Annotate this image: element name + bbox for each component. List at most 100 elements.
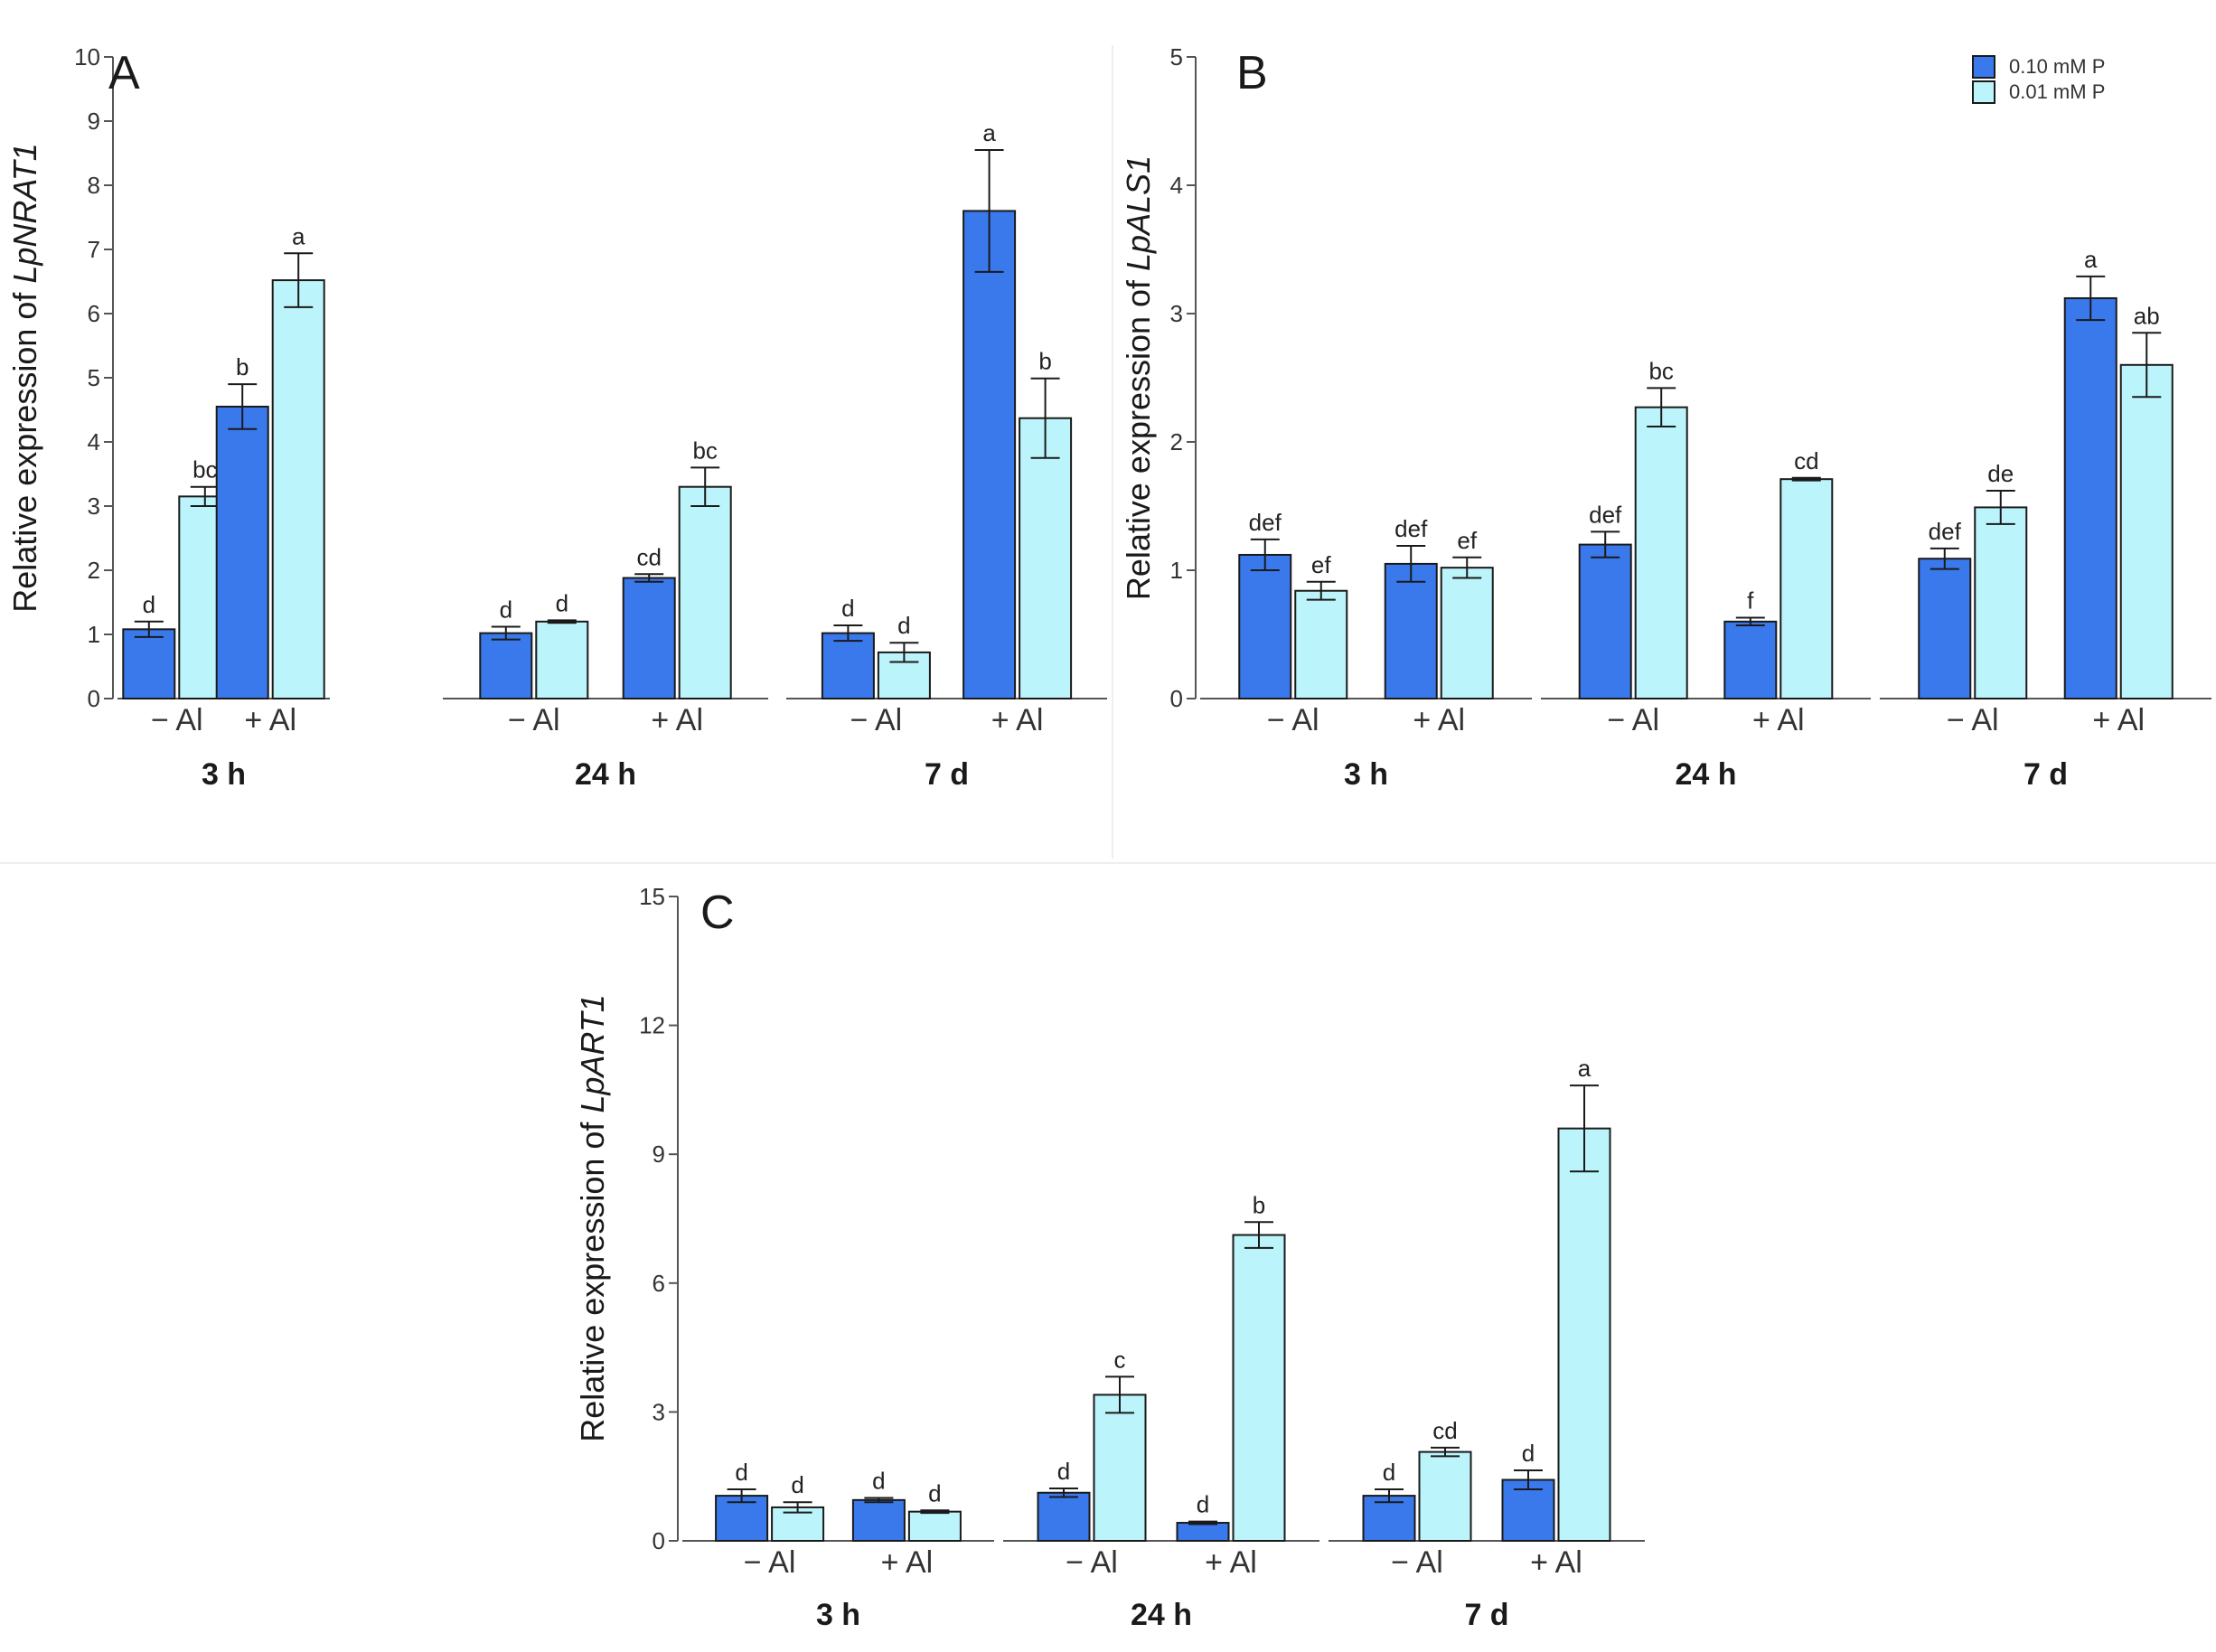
significance-label: d (1057, 1458, 1070, 1485)
bar (1557, 1127, 1611, 1543)
treatment-label: + Al (1205, 1545, 1257, 1580)
significance-label: a (292, 222, 305, 249)
bar (479, 632, 533, 700)
bar (1093, 1394, 1147, 1543)
significance-label: bc (192, 456, 217, 483)
panel-letter: C (700, 887, 735, 939)
legend: 0.10 mM P0.01 mM P (1972, 55, 2105, 104)
y-tick-label: 0 (1170, 685, 1183, 712)
y-tick-label: 0 (88, 685, 100, 712)
time-point-label: 24 h (575, 757, 636, 792)
significance-label: a (2084, 246, 2098, 273)
panel-b-chart: 0 1 2 3 4 5 B Relative expression of LpALS1 − Al… (1120, 43, 2211, 792)
significance-label: d (928, 1479, 941, 1507)
y-axis-label: Relative expression of LpART1 (574, 994, 611, 1442)
y-axis-label: Relative expression of LpNRAT1 (6, 143, 43, 613)
significance-label: d (872, 1467, 885, 1494)
time-point-label: 7 d (925, 757, 969, 792)
bar (962, 210, 1017, 699)
bar (622, 577, 676, 700)
y-tick-label: 6 (88, 300, 100, 327)
significance-label: d (556, 589, 568, 616)
treatment-label: + Al (881, 1545, 934, 1580)
y-axis-label-prefix: Relative expression of (1120, 271, 1157, 600)
significance-label: de (1987, 460, 2014, 487)
significance-label: d (791, 1471, 803, 1498)
significance-label: d (1383, 1459, 1395, 1486)
significance-label: a (982, 119, 996, 146)
y-tick-label: 6 (653, 1270, 665, 1297)
time-point-label: 3 h (202, 757, 246, 792)
time-point-label: 24 h (1675, 757, 1736, 792)
bar (1384, 562, 1438, 700)
y-tick-label: 1 (1170, 557, 1183, 584)
treatment-label: − Al (744, 1545, 796, 1580)
legend-swatch (1972, 80, 1995, 104)
y-tick-label: 7 (88, 236, 100, 263)
bar (1418, 1450, 1472, 1542)
y-axis-label-gene: LpALS1 (1120, 155, 1157, 271)
y-tick-label: 10 (74, 43, 100, 70)
treatment-label: − Al (1267, 703, 1319, 737)
significance-label: c (1114, 1346, 1126, 1373)
significance-label: cd (1432, 1417, 1457, 1444)
treatment-label: + Al (1530, 1545, 1582, 1580)
treatment-label: − Al (1947, 703, 1999, 737)
significance-label: cd (1794, 447, 1818, 474)
bar (535, 620, 589, 699)
significance-label: ef (1311, 551, 1331, 578)
significance-label: b (1038, 348, 1051, 375)
treatment-label: + Al (2092, 703, 2145, 737)
panel-letter: B (1236, 47, 1268, 99)
significance-label: a (1578, 1055, 1592, 1082)
bar (122, 628, 176, 700)
y-tick-label: 2 (1170, 428, 1183, 455)
y-tick-label: 3 (88, 493, 100, 520)
bar (907, 1510, 962, 1543)
bar (1176, 1522, 1230, 1543)
bar (678, 485, 732, 700)
bar (1578, 543, 1632, 699)
y-tick-label: 5 (88, 364, 100, 391)
bar (821, 632, 875, 700)
panel-a-chart: 0 1 2 3 4 5 6 7 8 9 10 A Relative expression of LpNR… (6, 43, 1107, 792)
y-tick-label: 1 (88, 621, 100, 648)
significance-label: def (1929, 518, 1962, 545)
bar (1779, 478, 1834, 699)
significance-label: d (500, 596, 512, 623)
y-axis-label: Relative expression of LpALS1 (1120, 155, 1157, 600)
significance-label: bc (1648, 357, 1673, 384)
significance-label: d (143, 591, 155, 618)
significance-label: ab (2134, 302, 2160, 329)
y-tick-label: 5 (1170, 43, 1183, 70)
significance-label: d (841, 595, 854, 622)
y-tick-label: 0 (653, 1527, 665, 1554)
y-tick-label: 4 (1170, 172, 1183, 199)
time-point-label: 7 d (1464, 1598, 1508, 1632)
treatment-label: + Al (1752, 703, 1805, 737)
time-point-label: 3 h (816, 1598, 860, 1632)
significance-label: cd (636, 543, 661, 570)
treatment-label: − Al (151, 703, 203, 737)
significance-label: b (1253, 1191, 1265, 1218)
y-tick-label: 8 (88, 172, 100, 199)
treatment-label: − Al (508, 703, 560, 737)
legend-label: 0.10 mM P (2009, 55, 2105, 78)
bar (215, 405, 269, 699)
bar (1440, 567, 1494, 699)
bar (1238, 553, 1292, 700)
y-tick-label: 9 (653, 1140, 665, 1168)
y-tick-label: 3 (653, 1398, 665, 1425)
treatment-label: + Al (244, 703, 296, 737)
significance-label: d (735, 1459, 747, 1486)
significance-label: def (1589, 501, 1622, 528)
treatment-label: − Al (1391, 1545, 1443, 1580)
y-axis-label-prefix: Relative expression of (6, 284, 43, 613)
bar (1019, 417, 1073, 699)
y-tick-label: 15 (639, 883, 665, 910)
y-axis-label-prefix: Relative expression of (574, 1113, 611, 1442)
bar (1918, 558, 1972, 699)
treatment-label: − Al (1607, 703, 1659, 737)
y-tick-label: 9 (88, 108, 100, 135)
bar (1723, 620, 1778, 699)
